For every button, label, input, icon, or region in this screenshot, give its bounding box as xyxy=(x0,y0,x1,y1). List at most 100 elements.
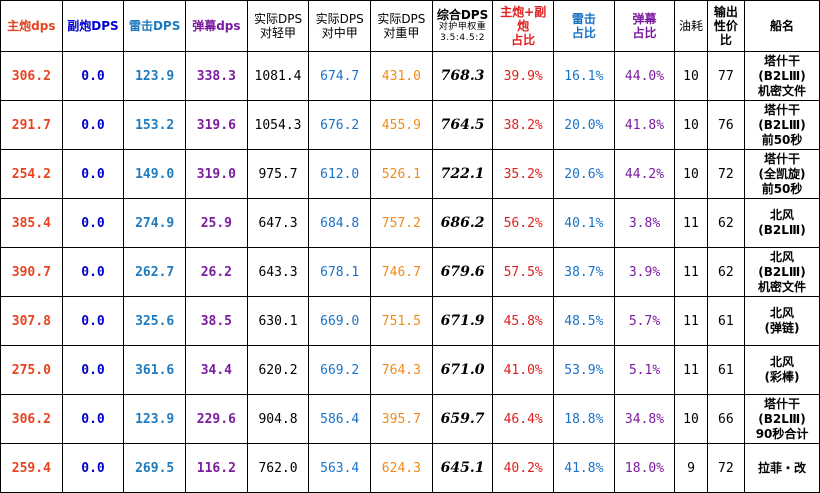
header-composite-title: 综合DPS xyxy=(436,8,489,22)
cell-torpedo-dps: 274.9 xyxy=(123,198,187,248)
cell-ship-name: 北风 (B2LⅢ) 机密文件 xyxy=(744,247,820,297)
cell-barrage-dps: 38.5 xyxy=(185,296,248,346)
ship-name-line: (弹链) xyxy=(764,321,800,335)
cell-main-dps: 254.2 xyxy=(0,149,63,199)
cell-real-dps-medium: 669.0 xyxy=(308,296,372,346)
table-row: 306.2 0.0 123.9 338.3 1081.4 674.7 431.0 768.3 3… xyxy=(0,51,820,101)
table-row: 275.0 0.0 361.6 34.4 620.2 669.2 764.3 671.0 41.… xyxy=(0,345,820,395)
cell-secondary-dps: 0.0 xyxy=(61,149,125,199)
cell-real-dps-light: 904.8 xyxy=(246,394,310,444)
header-composite-weight-ratio: 3.5:4.5:2 xyxy=(440,33,485,43)
cell-main-sec-ratio: 38.2% xyxy=(492,100,555,150)
header-real-dps-light: 实际DPS 对轻甲 xyxy=(246,0,310,52)
cell-torpedo-ratio: 20.6% xyxy=(553,149,615,199)
ship-name-line: (B2LⅢ) xyxy=(758,264,806,279)
table-row: 254.2 0.0 149.0 319.0 975.7 612.0 526.1 722.1 35… xyxy=(0,149,820,199)
header-real-medium-line2: 对中甲 xyxy=(321,26,358,40)
header-real-heavy-line2: 对重甲 xyxy=(383,26,420,40)
cell-barrage-dps: 26.2 xyxy=(185,247,248,297)
cell-real-dps-light: 647.3 xyxy=(246,198,310,248)
header-torpedo-ratio-line2: 占比 xyxy=(571,26,596,40)
header-main-sec-ratio-line1: 主炮+副 xyxy=(500,5,547,19)
cell-main-sec-ratio: 39.9% xyxy=(492,51,555,101)
ship-name-line: 塔什干 xyxy=(764,151,801,166)
header-real-light-line2: 对轻甲 xyxy=(260,26,297,40)
cell-oil-cost: 11 xyxy=(674,198,708,248)
cell-composite-dps: 722.1 xyxy=(431,149,494,199)
cell-barrage-ratio: 34.8% xyxy=(613,394,676,444)
cell-barrage-dps: 338.3 xyxy=(185,51,248,101)
cell-torpedo-ratio: 53.9% xyxy=(553,345,615,395)
ship-name-line: (B2LⅢ) xyxy=(758,411,806,426)
cell-oil-cost: 9 xyxy=(674,443,708,493)
header-real-medium-line1: 实际DPS xyxy=(315,12,364,26)
cell-real-dps-light: 643.3 xyxy=(246,247,310,297)
cell-ship-name: 塔什干 (全凯旋) 前50秒 xyxy=(744,149,820,199)
cell-real-dps-heavy: 746.7 xyxy=(370,247,433,297)
cell-oil-cost: 10 xyxy=(674,100,708,150)
header-cost-performance-line2: 性价 xyxy=(713,19,738,33)
cell-main-sec-ratio: 35.2% xyxy=(492,149,555,199)
cell-cost-performance: 77 xyxy=(706,51,746,101)
header-barrage-ratio-line2: 占比 xyxy=(632,26,657,40)
table-row: 385.4 0.0 274.9 25.9 647.3 684.8 757.2 686.2 56.… xyxy=(0,198,820,248)
ship-name-line: 北风 xyxy=(770,355,795,369)
cell-main-sec-ratio: 56.2% xyxy=(492,198,555,248)
cell-real-dps-light: 975.7 xyxy=(246,149,310,199)
cell-ship-name: 北风 (弹链) xyxy=(744,296,820,346)
header-composite-weight-label: 对护甲权重 xyxy=(438,22,487,32)
cell-main-sec-ratio: 41.0% xyxy=(492,345,555,395)
header-real-light-line1: 实际DPS xyxy=(253,12,303,26)
cell-cost-performance: 76 xyxy=(706,100,746,150)
cell-secondary-dps: 0.0 xyxy=(61,394,125,444)
header-barrage-ratio: 弹幕 占比 xyxy=(613,0,676,52)
header-torpedo-ratio-line1: 雷击 xyxy=(571,12,596,26)
cell-cost-performance: 62 xyxy=(706,247,746,297)
ship-name-line: 机密文件 xyxy=(758,279,807,294)
header-main-sec-ratio: 主炮+副 炮 占比 xyxy=(492,0,555,52)
ship-name-line: (B2LⅢ) xyxy=(758,68,806,83)
cell-barrage-dps: 319.0 xyxy=(185,149,248,199)
cell-torpedo-dps: 262.7 xyxy=(123,247,187,297)
header-barrage-ratio-line1: 弹幕 xyxy=(632,12,657,26)
cell-real-dps-heavy: 526.1 xyxy=(370,149,433,199)
cell-real-dps-heavy: 624.3 xyxy=(370,443,433,493)
ship-name-line: 前50秒 xyxy=(761,132,803,147)
header-barrage-dps: 弹幕dps xyxy=(185,0,248,52)
cell-main-dps: 275.0 xyxy=(0,345,63,395)
cell-torpedo-dps: 153.2 xyxy=(123,100,187,150)
cell-real-dps-medium: 669.2 xyxy=(308,345,372,395)
cell-barrage-ratio: 3.8% xyxy=(613,198,676,248)
cell-ship-name: 北风 (彩棒) xyxy=(744,345,820,395)
cell-secondary-dps: 0.0 xyxy=(61,345,125,395)
cell-cost-performance: 61 xyxy=(706,345,746,395)
cell-real-dps-heavy: 764.3 xyxy=(370,345,433,395)
cell-barrage-ratio: 44.2% xyxy=(613,149,676,199)
cell-barrage-ratio: 44.0% xyxy=(613,51,676,101)
cell-torpedo-ratio: 48.5% xyxy=(553,296,615,346)
cell-real-dps-heavy: 757.2 xyxy=(370,198,433,248)
ship-name-line: (彩棒) xyxy=(764,370,800,384)
ship-name-line: 机密文件 xyxy=(758,83,807,98)
cell-real-dps-medium: 676.2 xyxy=(308,100,372,150)
cell-barrage-dps: 116.2 xyxy=(185,443,248,493)
cell-secondary-dps: 0.0 xyxy=(61,51,125,101)
cell-barrage-ratio: 5.7% xyxy=(613,296,676,346)
cell-main-sec-ratio: 57.5% xyxy=(492,247,555,297)
cell-real-dps-light: 630.1 xyxy=(246,296,310,346)
cell-cost-performance: 72 xyxy=(706,149,746,199)
ship-name-line: 塔什干 xyxy=(764,102,801,117)
ship-name-line: 90秒合计 xyxy=(755,426,809,441)
cell-real-dps-heavy: 395.7 xyxy=(370,394,433,444)
cell-main-dps: 291.7 xyxy=(0,100,63,150)
cell-main-sec-ratio: 46.4% xyxy=(492,394,555,444)
cell-real-dps-light: 762.0 xyxy=(246,443,310,493)
cell-real-dps-medium: 563.4 xyxy=(308,443,372,493)
table-row: 259.4 0.0 269.5 116.2 762.0 563.4 624.3 645.1 40… xyxy=(0,443,820,493)
ship-name-line: 塔什干 xyxy=(764,396,801,411)
header-real-dps-medium: 实际DPS 对中甲 xyxy=(308,0,372,52)
cell-oil-cost: 10 xyxy=(674,394,708,444)
cell-secondary-dps: 0.0 xyxy=(61,296,125,346)
ship-name-line: (B2LⅢ) xyxy=(758,223,806,237)
